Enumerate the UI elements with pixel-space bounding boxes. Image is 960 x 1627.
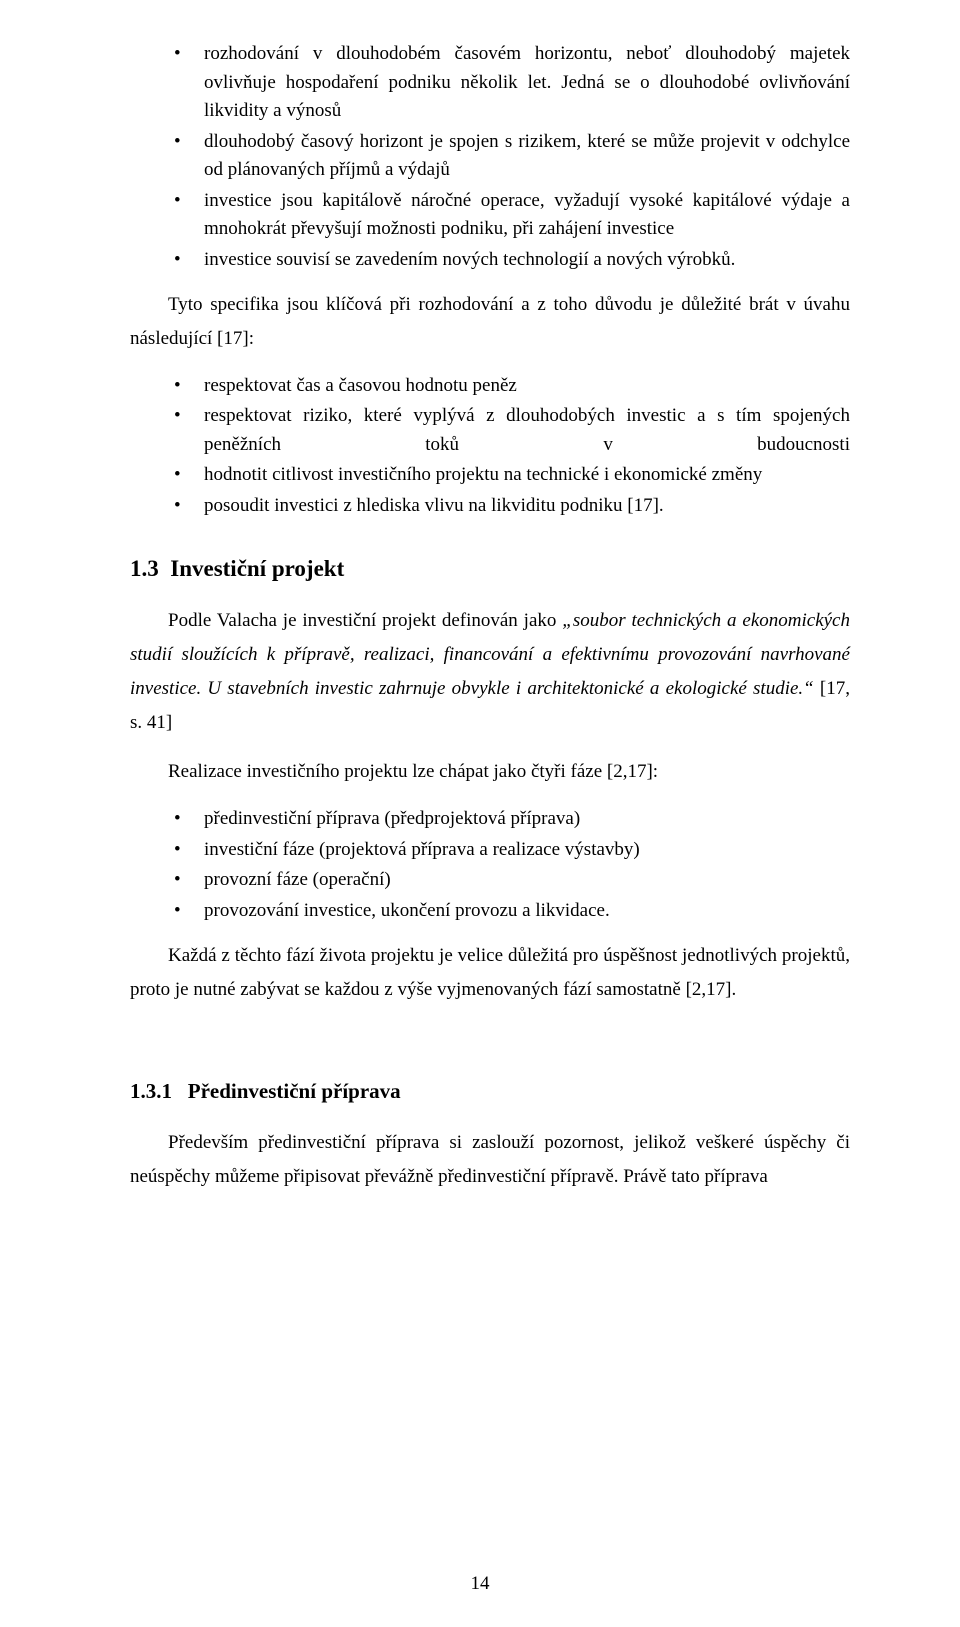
paragraph: Realizace investičního projektu lze cháp…: [130, 755, 850, 789]
paragraph: Podle Valacha je investiční projekt defi…: [130, 604, 850, 739]
list-item: předinvestiční příprava (předprojektová …: [174, 805, 850, 834]
list-item: provozování investice, ukončení provozu …: [174, 897, 850, 926]
list-item: investiční fáze (projektová příprava a r…: [174, 836, 850, 865]
list-item: provozní fáze (operační): [174, 866, 850, 895]
section-heading-1-3: 1.3 Investiční projekt: [130, 556, 850, 582]
list-item: investice jsou kapitálově náročné operac…: [174, 187, 850, 244]
section-title: Investiční projekt: [170, 556, 344, 581]
paragraph: Především předinvestiční příprava si zas…: [130, 1126, 850, 1194]
document-page: rozhodování v dlouhodobém časovém horizo…: [0, 0, 960, 1627]
section-number: 1.3: [130, 556, 159, 581]
list-item: dlouhodobý časový horizont je spojen s r…: [174, 128, 850, 185]
paragraph: Tyto specifika jsou klíčová při rozhodov…: [130, 288, 850, 356]
page-number: 14: [0, 1573, 960, 1595]
bullet-list-2: respektovat čas a časovou hodnotu peněz …: [130, 372, 850, 521]
list-item: hodnotit citlivost investičního projektu…: [174, 461, 850, 490]
list-item: respektovat čas a časovou hodnotu peněz: [174, 372, 850, 401]
subsection-heading-1-3-1: 1.3.1 Předinvestiční příprava: [130, 1079, 850, 1104]
paragraph: Každá z těchto fází života projektu je v…: [130, 939, 850, 1007]
bullet-list-3: předinvestiční příprava (předprojektová …: [130, 805, 850, 925]
list-item: respektovat riziko, které vyplývá z dlou…: [174, 402, 850, 459]
para-text: Podle Valacha je investiční projekt defi…: [168, 610, 562, 631]
list-item: rozhodování v dlouhodobém časovém horizo…: [174, 40, 850, 126]
subsection-number: 1.3.1: [130, 1079, 172, 1103]
subsection-title: Předinvestiční příprava: [188, 1079, 401, 1103]
bullet-list-1: rozhodování v dlouhodobém časovém horizo…: [130, 40, 850, 274]
list-item: investice souvisí se zavedením nových te…: [174, 246, 850, 275]
list-item: posoudit investici z hlediska vlivu na l…: [174, 492, 850, 521]
